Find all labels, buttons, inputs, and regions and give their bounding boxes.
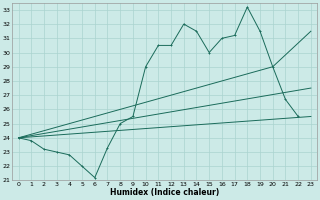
X-axis label: Humidex (Indice chaleur): Humidex (Indice chaleur) [110,188,219,197]
